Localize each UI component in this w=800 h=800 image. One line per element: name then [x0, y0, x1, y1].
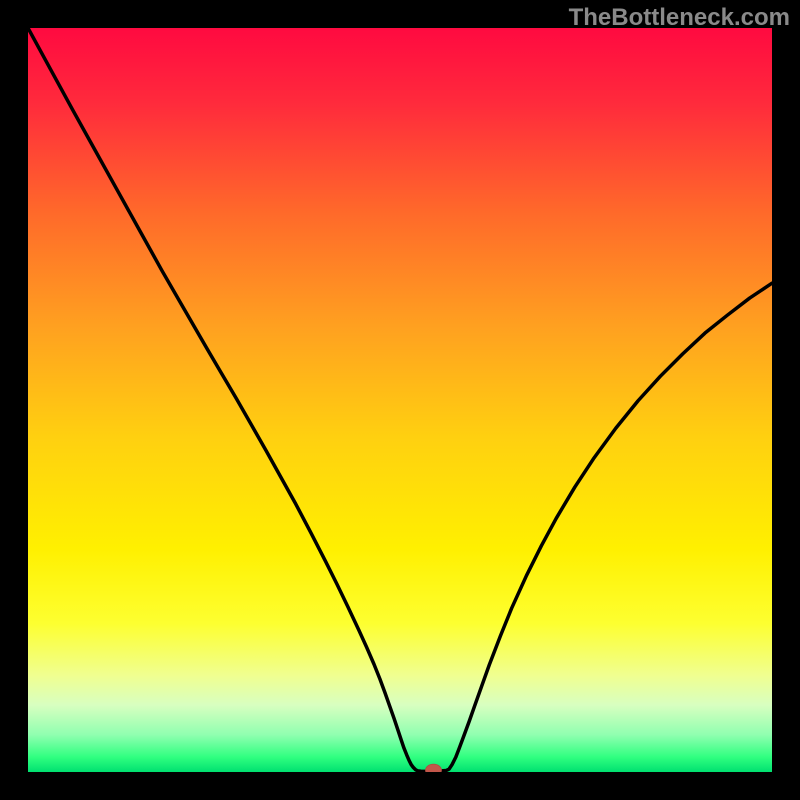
chart-plot-area [28, 28, 772, 772]
minimum-point-marker [425, 764, 441, 772]
bottleneck-curve [28, 28, 772, 771]
chart-curve-layer [28, 28, 772, 772]
